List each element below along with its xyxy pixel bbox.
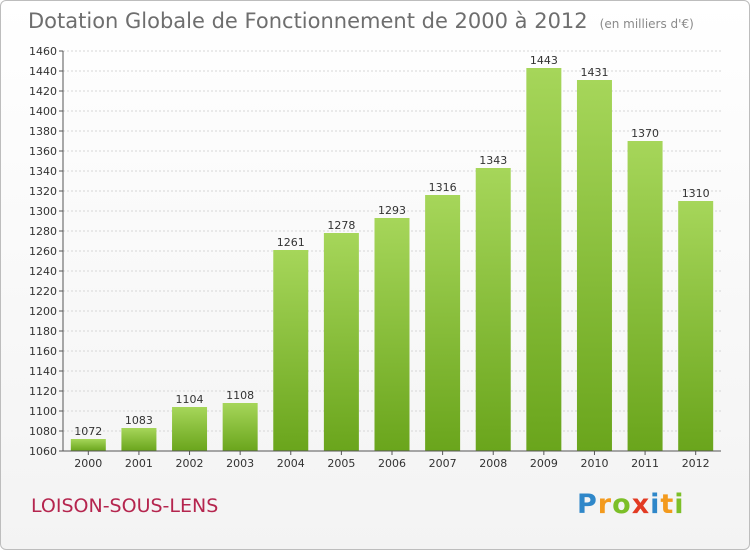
- x-tick-label-2008: 2008: [479, 457, 507, 470]
- x-tick-label-2004: 2004: [277, 457, 305, 470]
- bar-2012: [678, 201, 714, 451]
- city-name: LOISON-SOUS-LENS: [31, 495, 219, 517]
- chart-subtitle: (en milliers d'€): [599, 17, 694, 31]
- x-axis-ticks: 2000 2001 2002 2003 2004 2005 2006 2007 2008 2009…: [74, 451, 710, 470]
- y-axis-ticks: 1060 1080 1100 1120 1140 1160 1180 1200 1220 1240…: [29, 45, 63, 458]
- value-label-2011: 1370: [631, 127, 659, 140]
- y-tick-label: 1160: [29, 345, 57, 358]
- y-tick-label: 1100: [29, 405, 57, 418]
- chart-title: Dotation Globale de Fonctionnement de 20…: [28, 9, 694, 33]
- value-label-2012: 1310: [682, 187, 710, 200]
- x-tick-label-2012: 2012: [682, 457, 710, 470]
- x-tick-label-2011: 2011: [631, 457, 659, 470]
- value-label-2007: 1316: [429, 181, 457, 194]
- bar-2007: [425, 195, 461, 451]
- value-label-2002: 1104: [176, 393, 204, 406]
- y-tick-label: 1240: [29, 265, 57, 278]
- y-tick-label: 1440: [29, 65, 57, 78]
- bar-2006: [374, 218, 410, 451]
- value-label-2009: 1443: [530, 54, 558, 67]
- bar-2009: [526, 68, 562, 451]
- y-tick-label: 1320: [29, 185, 57, 198]
- value-label-2003: 1108: [226, 389, 254, 402]
- value-label-2000: 1072: [74, 425, 102, 438]
- x-tick-label-2002: 2002: [176, 457, 204, 470]
- bars: 1072 1083 1104 1108 1261 1278 1293 1316 1343 1443…: [70, 54, 714, 451]
- y-tick-label: 1300: [29, 205, 57, 218]
- y-tick-label: 1260: [29, 245, 57, 258]
- y-tick-label: 1400: [29, 105, 57, 118]
- y-tick-label: 1220: [29, 285, 57, 298]
- y-tick-label: 1200: [29, 305, 57, 318]
- y-tick-label: 1340: [29, 165, 57, 178]
- bar-2005: [323, 233, 359, 451]
- y-tick-label: 1120: [29, 385, 57, 398]
- bar-2001: [121, 428, 157, 451]
- x-tick-label-2010: 2010: [580, 457, 608, 470]
- bar-2008: [475, 168, 511, 451]
- y-tick-label: 1380: [29, 125, 57, 138]
- x-tick-label-2009: 2009: [530, 457, 558, 470]
- y-tick-label: 1460: [29, 45, 57, 58]
- bar-2010: [576, 80, 612, 451]
- bar-2011: [627, 141, 663, 451]
- y-tick-label: 1280: [29, 225, 57, 238]
- bar-2004: [273, 250, 309, 451]
- x-tick-label-2001: 2001: [125, 457, 153, 470]
- y-tick-label: 1140: [29, 365, 57, 378]
- proxiti-logo: Proxiti: [577, 489, 685, 520]
- value-label-2006: 1293: [378, 204, 406, 217]
- value-label-2008: 1343: [479, 154, 507, 167]
- x-tick-label-2000: 2000: [74, 457, 102, 470]
- value-label-2010: 1431: [580, 66, 608, 79]
- x-tick-label-2006: 2006: [378, 457, 406, 470]
- y-tick-label: 1080: [29, 425, 57, 438]
- x-tick-label-2003: 2003: [226, 457, 254, 470]
- y-tick-label: 1060: [29, 445, 57, 458]
- x-tick-label-2005: 2005: [327, 457, 355, 470]
- bar-2002: [172, 407, 208, 451]
- value-label-2004: 1261: [277, 236, 305, 249]
- value-label-2005: 1278: [327, 219, 355, 232]
- bar-2003: [222, 403, 258, 451]
- value-label-2001: 1083: [125, 414, 153, 427]
- bar-2000: [70, 439, 106, 451]
- y-tick-label: 1180: [29, 325, 57, 338]
- y-tick-label: 1360: [29, 145, 57, 158]
- title-text: Dotation Globale de Fonctionnement de 20…: [28, 9, 588, 33]
- y-tick-label: 1420: [29, 85, 57, 98]
- x-tick-label-2007: 2007: [429, 457, 457, 470]
